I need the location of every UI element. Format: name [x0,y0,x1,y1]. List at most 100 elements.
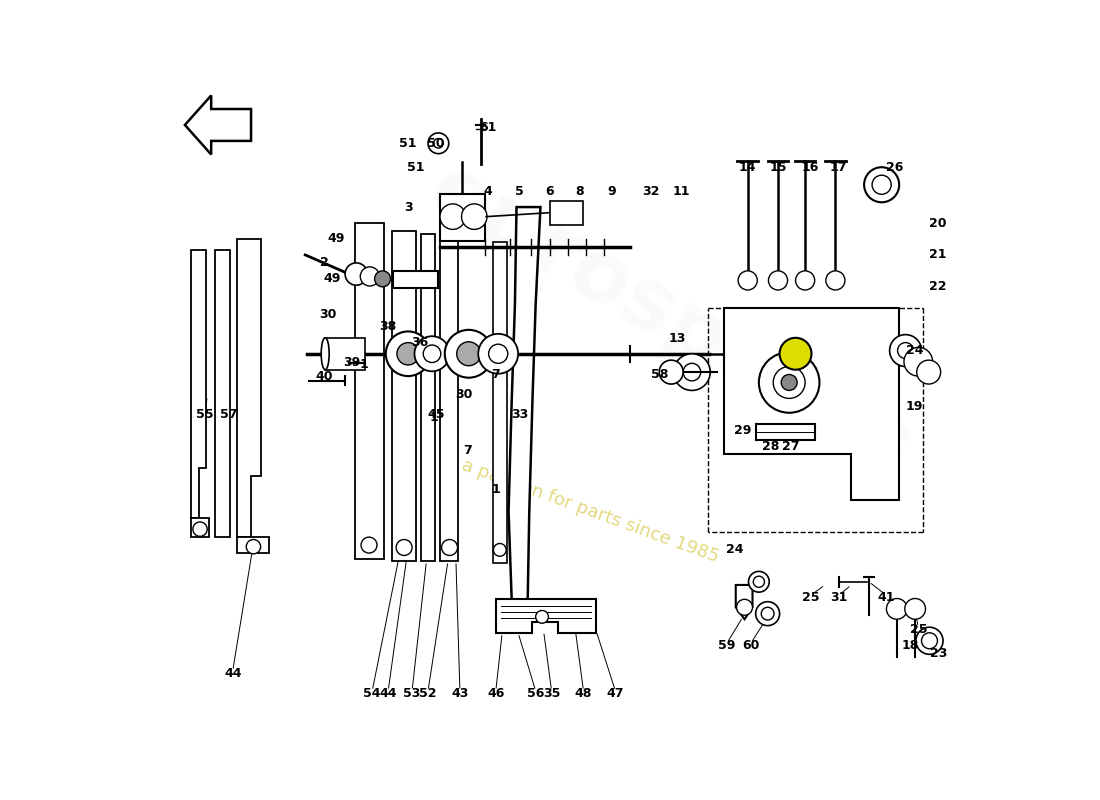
Text: 43: 43 [451,687,469,700]
Polygon shape [508,207,540,601]
Polygon shape [736,585,752,619]
Circle shape [905,598,925,619]
Text: 39: 39 [343,356,361,369]
Ellipse shape [321,338,329,370]
Text: 44: 44 [224,667,242,680]
Text: 7: 7 [463,444,472,457]
Text: 51: 51 [407,161,425,174]
Text: 54: 54 [363,687,381,700]
Text: 36: 36 [411,336,429,349]
Text: 19: 19 [905,400,923,413]
Text: 40: 40 [316,370,333,383]
Text: 29: 29 [734,424,751,437]
Circle shape [192,522,207,536]
Text: 33: 33 [512,408,528,421]
Circle shape [780,338,812,370]
Text: 2: 2 [320,256,329,270]
Circle shape [922,633,937,649]
Circle shape [246,539,261,554]
Circle shape [795,271,815,290]
Circle shape [890,334,922,366]
Text: a passion for parts since 1985: a passion for parts since 1985 [459,457,720,566]
Text: 48: 48 [575,687,592,700]
Text: 25: 25 [910,623,927,636]
Circle shape [462,204,487,230]
Text: 18: 18 [902,639,918,652]
Polygon shape [805,342,825,365]
Text: 55: 55 [196,408,213,421]
Text: 27: 27 [782,440,800,453]
Text: 41: 41 [878,591,895,604]
Circle shape [361,267,379,286]
Text: eurospares: eurospares [412,148,926,493]
Text: 52: 52 [419,687,437,700]
Circle shape [872,175,891,194]
Text: 22: 22 [930,280,947,294]
Circle shape [759,352,820,413]
Text: 1: 1 [492,482,500,496]
Text: 26: 26 [886,161,903,174]
Text: 3: 3 [404,201,412,214]
Polygon shape [354,223,384,559]
Circle shape [536,610,549,623]
Circle shape [361,537,377,553]
Circle shape [397,342,419,365]
Text: 28: 28 [762,440,780,453]
Text: 58: 58 [650,368,668,381]
Text: 24: 24 [905,344,923,357]
Circle shape [781,374,798,390]
Text: 46: 46 [487,687,505,700]
Circle shape [826,271,845,290]
Circle shape [904,347,933,376]
Text: 38: 38 [379,320,397,333]
Circle shape [375,271,390,286]
Text: 49: 49 [323,272,341,286]
Text: 21: 21 [930,249,947,262]
Text: 60: 60 [742,639,760,652]
Circle shape [386,331,430,376]
Polygon shape [392,231,416,561]
Text: 47: 47 [606,687,624,700]
Text: 25: 25 [802,591,820,604]
Text: 5: 5 [515,185,524,198]
Text: 44: 44 [379,687,397,700]
Polygon shape [724,308,899,500]
Text: 51: 51 [399,137,417,150]
Circle shape [916,360,940,384]
Circle shape [396,539,412,555]
Text: 14: 14 [738,161,756,174]
Text: 35: 35 [543,687,560,700]
Text: 17: 17 [829,161,847,174]
Polygon shape [493,242,507,563]
Polygon shape [185,95,251,154]
Circle shape [659,360,683,384]
Text: 49: 49 [328,233,345,246]
Text: 1: 1 [430,411,439,424]
Polygon shape [191,518,209,537]
Text: 31: 31 [829,591,847,604]
Text: 24: 24 [726,543,744,556]
Circle shape [433,138,443,148]
Circle shape [424,345,441,362]
Polygon shape [440,239,459,561]
Polygon shape [440,194,485,241]
Text: 8: 8 [575,185,584,198]
Polygon shape [326,338,365,370]
Text: 50: 50 [427,137,444,150]
Circle shape [748,571,769,592]
Circle shape [756,602,780,626]
Text: 23: 23 [930,647,947,660]
Text: 13: 13 [669,332,686,345]
Circle shape [488,344,508,363]
Text: 9: 9 [607,185,616,198]
Circle shape [441,539,458,555]
Circle shape [428,133,449,154]
Circle shape [478,334,518,374]
Circle shape [673,354,711,390]
Text: 61: 61 [480,121,496,134]
Circle shape [456,342,481,366]
Circle shape [773,366,805,398]
Polygon shape [550,201,583,225]
Circle shape [444,330,493,378]
Polygon shape [496,599,596,633]
